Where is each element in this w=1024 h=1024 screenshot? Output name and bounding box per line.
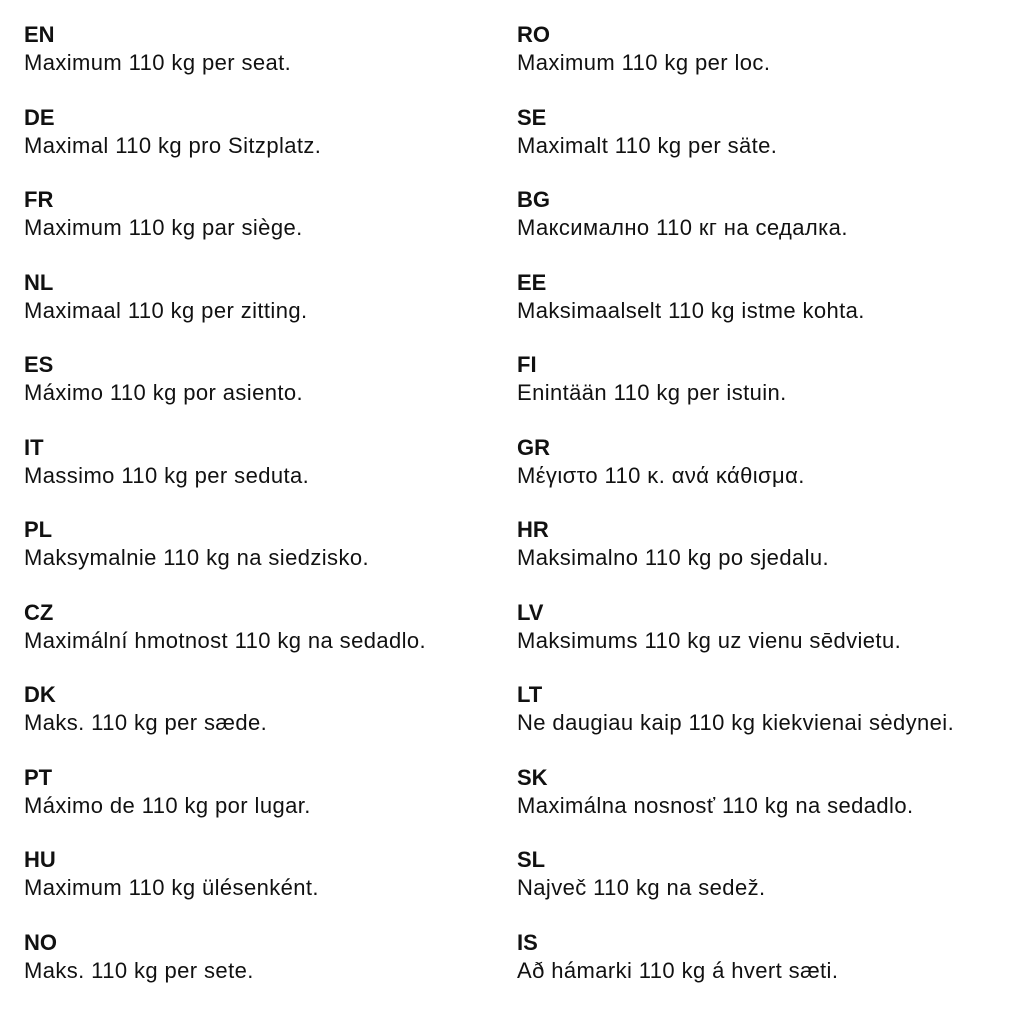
language-entry: BG Максимално 110 кг на седалка. — [517, 186, 954, 269]
weight-limit-text: Maks. 110 kg per sete. — [24, 957, 254, 983]
language-code: NO — [24, 929, 57, 955]
left-column: EN Maximum 110 kg per seat. DE Maximal 110 … — [24, 21, 426, 1011]
weight-limit-text: Maximalt 110 kg per säte. — [517, 132, 778, 158]
language-code: CZ — [24, 599, 54, 625]
weight-limit-text: Maximum 110 kg per loc. — [517, 50, 771, 75]
language-code: LT — [517, 682, 543, 707]
weight-limit-text: Maksimalno 110 kg po sjedalu. — [517, 545, 830, 570]
language-entry: IS Að hámarki 110 kg á hvert sæti. — [517, 929, 954, 1012]
weight-limit-text: Μέγιστο 110 κ. ανά κάθισμα. — [517, 462, 805, 488]
language-code: EN — [24, 22, 55, 47]
language-entry: IT Massimo 110 kg per seduta. — [24, 434, 426, 517]
language-entry: NO Maks. 110 kg per sete. — [24, 929, 426, 1012]
weight-limit-text: Maximaal 110 kg per zitting. — [24, 297, 308, 323]
language-code: ES — [24, 352, 54, 377]
language-code: GR — [517, 434, 550, 460]
weight-limit-text: Enintään 110 kg per istuin. — [517, 380, 787, 405]
language-code: NL — [24, 269, 54, 295]
language-code: HU — [24, 847, 56, 872]
language-entry: SE Maximalt 110 kg per säte. — [517, 104, 954, 187]
language-code: FI — [517, 352, 537, 377]
language-entry: FI Enintään 110 kg per istuin. — [517, 351, 954, 434]
language-code: BG — [517, 187, 550, 212]
weight-limit-text: Að hámarki 110 kg á hvert sæti. — [517, 957, 839, 983]
language-entry: SK Maximálna nosnosť 110 kg na sedadlo. — [517, 764, 954, 847]
language-entry: HR Maksimalno 110 kg po sjedalu. — [517, 516, 954, 599]
language-entry: DE Maximal 110 kg pro Sitzplatz. — [24, 104, 426, 187]
language-entry: GR Μέγιστο 110 κ. ανά κάθισμα. — [517, 434, 954, 517]
language-entry: RO Maximum 110 kg per loc. — [517, 21, 954, 104]
weight-limit-text: Največ 110 kg na sedež. — [517, 875, 766, 900]
weight-limit-text: Massimo 110 kg per seduta. — [24, 462, 310, 488]
weight-limit-text: Máximo de 110 kg por lugar. — [24, 792, 311, 818]
language-code: EE — [517, 269, 547, 295]
language-entry: PT Máximo de 110 kg por lugar. — [24, 764, 426, 847]
language-entry: LV Maksimums 110 kg uz vienu sēdvietu. — [517, 599, 954, 682]
language-entry: HU Maximum 110 kg ülésenként. — [24, 846, 426, 929]
language-entry: NL Maximaal 110 kg per zitting. — [24, 269, 426, 352]
weight-limit-text: Maksymalnie 110 kg na siedzisko. — [24, 545, 369, 570]
language-entry: EN Maximum 110 kg per seat. — [24, 21, 426, 104]
language-entry: ES Máximo 110 kg por asiento. — [24, 351, 426, 434]
language-code: DE — [24, 104, 55, 130]
weight-limit-text: Maximálna nosnosť 110 kg na sedadlo. — [517, 792, 914, 818]
language-entry: SL Največ 110 kg na sedež. — [517, 846, 954, 929]
language-code: DK — [24, 682, 56, 707]
weight-limit-text: Maximal 110 kg pro Sitzplatz. — [24, 132, 322, 158]
weight-limit-text: Maksimaalselt 110 kg istme kohta. — [517, 297, 865, 323]
weight-limit-text: Máximo 110 kg por asiento. — [24, 380, 304, 405]
weight-limit-text: Максимално 110 кг на седалка. — [517, 215, 848, 240]
weight-limit-text: Maximum 110 kg per seat. — [24, 50, 292, 75]
language-code: PL — [24, 517, 53, 542]
language-code: IS — [517, 929, 538, 955]
weight-limit-text: Maks. 110 kg per sæde. — [24, 710, 268, 735]
language-code: LV — [517, 599, 544, 625]
language-code: RO — [517, 22, 550, 47]
language-entry: CZ Maximální hmotnost 110 kg na sedadlo. — [24, 599, 426, 682]
language-code: SL — [517, 847, 546, 872]
language-entry: EE Maksimaalselt 110 kg istme kohta. — [517, 269, 954, 352]
weight-limit-text: Maksimums 110 kg uz vienu sēdvietu. — [517, 627, 902, 653]
weight-limit-text: Maximální hmotnost 110 kg na sedadlo. — [24, 627, 427, 653]
language-entry: DK Maks. 110 kg per sæde. — [24, 681, 426, 764]
language-code: IT — [24, 434, 44, 460]
language-entry: LT Ne daugiau kaip 110 kg kiekvienai sėdy… — [517, 681, 954, 764]
weight-limit-text: Maximum 110 kg ülésenként. — [24, 875, 319, 900]
language-code: HR — [517, 517, 549, 542]
language-code: PT — [24, 764, 53, 790]
language-code: SE — [517, 104, 547, 130]
weight-limit-text: Ne daugiau kaip 110 kg kiekvienai sėdyne… — [517, 710, 955, 735]
right-column: RO Maximum 110 kg per loc. SE Maximalt 110 … — [517, 21, 954, 1011]
weight-limit-text: Maximum 110 kg par siège. — [24, 215, 303, 240]
language-entry: FR Maximum 110 kg par siège. — [24, 186, 426, 269]
language-code: FR — [24, 187, 54, 212]
language-entry: PL Maksymalnie 110 kg na siedzisko. — [24, 516, 426, 599]
language-code: SK — [517, 764, 548, 790]
